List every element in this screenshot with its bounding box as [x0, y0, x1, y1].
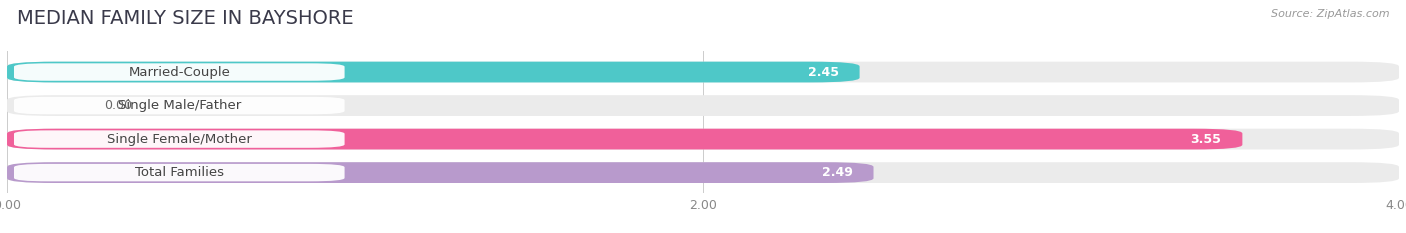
- Text: 2.45: 2.45: [807, 65, 839, 79]
- FancyBboxPatch shape: [7, 162, 873, 183]
- Text: Married-Couple: Married-Couple: [128, 65, 231, 79]
- Text: 0.00: 0.00: [104, 99, 132, 112]
- Text: Total Families: Total Families: [135, 166, 224, 179]
- FancyBboxPatch shape: [7, 62, 1399, 82]
- Text: MEDIAN FAMILY SIZE IN BAYSHORE: MEDIAN FAMILY SIZE IN BAYSHORE: [17, 9, 353, 28]
- FancyBboxPatch shape: [7, 62, 859, 82]
- Text: Single Male/Father: Single Male/Father: [118, 99, 240, 112]
- FancyBboxPatch shape: [14, 130, 344, 148]
- FancyBboxPatch shape: [14, 97, 344, 114]
- Text: Source: ZipAtlas.com: Source: ZipAtlas.com: [1271, 9, 1389, 19]
- Text: 3.55: 3.55: [1191, 133, 1222, 146]
- FancyBboxPatch shape: [14, 164, 344, 181]
- Text: 2.49: 2.49: [821, 166, 852, 179]
- FancyBboxPatch shape: [7, 129, 1243, 150]
- Text: Single Female/Mother: Single Female/Mother: [107, 133, 252, 146]
- FancyBboxPatch shape: [7, 129, 1399, 150]
- FancyBboxPatch shape: [14, 63, 344, 81]
- FancyBboxPatch shape: [7, 162, 1399, 183]
- FancyBboxPatch shape: [7, 95, 1399, 116]
